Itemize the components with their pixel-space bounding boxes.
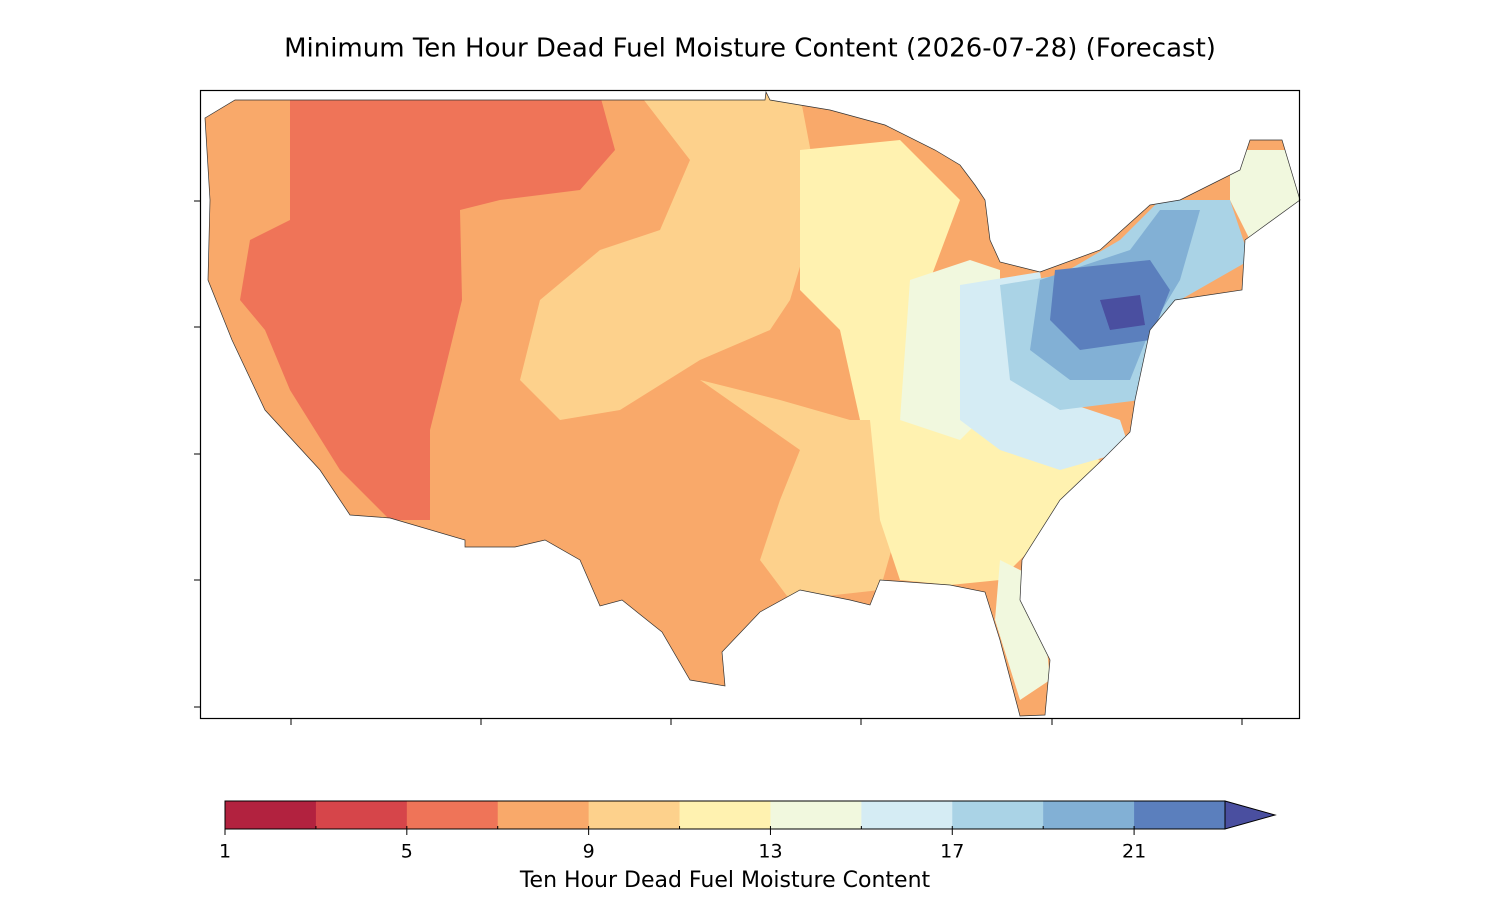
colorbar-segment	[1134, 801, 1226, 829]
colorbar-segment	[861, 801, 953, 829]
colorbar-extension	[1224, 800, 1277, 830]
colorbar-segment	[679, 801, 771, 829]
colorbar-segment	[588, 801, 681, 829]
colorbar-tick-label: 13	[758, 841, 782, 863]
colorbar-tick-label: 1	[219, 841, 231, 863]
colorbar: 1 5 9 13 17 21	[219, 800, 1277, 863]
colorbar-segment	[315, 801, 408, 829]
chart-title: Minimum Ten Hour Dead Fuel Moisture Cont…	[284, 34, 1216, 64]
colorbar-label: Ten Hour Dead Fuel Moisture Content	[519, 868, 931, 893]
colorbar-tick-label: 17	[940, 841, 964, 863]
colorbar-tick-label: 5	[401, 841, 413, 863]
map-frame	[199, 89, 1301, 720]
colorbar-segment	[497, 801, 590, 829]
colorbar-tick-label: 9	[583, 841, 595, 863]
colorbar-segment	[770, 801, 862, 829]
colorbar-segment	[225, 801, 317, 829]
colorbar-segment	[952, 801, 1044, 829]
map-axis-ticks	[194, 200, 1243, 725]
colorbar-tick-label: 21	[1122, 841, 1146, 863]
colorbar-segment	[1043, 801, 1135, 829]
colorbar-frame	[224, 800, 1226, 830]
map-fill	[205, 92, 1300, 716]
us-outline	[204, 90, 1301, 717]
colorbar-segment	[406, 801, 499, 829]
